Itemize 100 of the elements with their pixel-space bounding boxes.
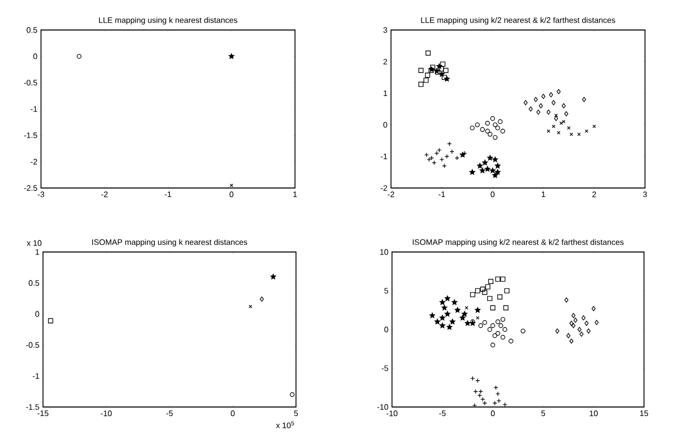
point <box>430 64 436 70</box>
point <box>528 106 533 112</box>
point <box>580 332 584 337</box>
point <box>584 320 589 326</box>
point <box>418 82 424 87</box>
point <box>424 78 429 83</box>
point <box>556 130 560 134</box>
point <box>438 71 445 77</box>
point <box>571 313 576 318</box>
point <box>48 318 54 324</box>
point <box>270 274 276 280</box>
point <box>492 156 498 162</box>
point <box>495 126 500 130</box>
point <box>290 392 295 397</box>
point <box>487 155 493 160</box>
point <box>582 315 586 320</box>
point <box>418 68 424 73</box>
point <box>425 72 430 78</box>
point <box>500 128 506 134</box>
point <box>482 290 488 295</box>
point <box>475 288 480 294</box>
point <box>552 100 556 106</box>
point <box>555 328 560 334</box>
point <box>440 322 446 328</box>
point <box>541 94 546 99</box>
point <box>443 68 448 73</box>
point <box>549 92 554 98</box>
point <box>577 132 581 136</box>
point <box>454 307 460 313</box>
point <box>460 152 466 158</box>
point <box>444 76 450 82</box>
point <box>586 328 591 334</box>
point <box>504 288 510 294</box>
point <box>442 304 448 310</box>
point <box>500 317 506 322</box>
point <box>482 160 488 166</box>
point <box>562 103 566 108</box>
point <box>496 319 500 324</box>
point <box>569 338 574 344</box>
point <box>485 120 490 126</box>
point <box>260 296 264 302</box>
point <box>534 96 538 102</box>
point <box>498 119 503 124</box>
point <box>248 304 252 308</box>
point <box>469 169 476 175</box>
point <box>556 89 561 94</box>
point <box>546 110 550 115</box>
point <box>440 62 446 67</box>
point <box>488 278 494 284</box>
point <box>552 124 556 128</box>
point <box>546 129 550 133</box>
point <box>592 124 596 128</box>
point <box>559 121 563 125</box>
point <box>480 286 486 292</box>
point <box>452 299 458 305</box>
point <box>477 162 483 168</box>
point <box>554 116 558 122</box>
point <box>503 305 508 310</box>
point <box>485 284 490 290</box>
point <box>462 311 468 316</box>
point <box>474 307 481 313</box>
point <box>492 135 498 140</box>
point <box>508 338 514 344</box>
point <box>536 110 540 115</box>
point <box>566 333 570 338</box>
point <box>480 127 485 132</box>
point <box>430 312 436 318</box>
point <box>426 50 431 56</box>
point <box>490 342 496 348</box>
point <box>440 314 446 320</box>
point <box>584 129 588 133</box>
point <box>490 168 496 174</box>
point <box>446 324 452 330</box>
point <box>570 132 574 136</box>
point <box>450 318 456 324</box>
point <box>464 320 470 326</box>
point <box>582 96 586 102</box>
point <box>434 318 440 324</box>
point <box>460 314 466 320</box>
point <box>488 132 492 137</box>
point <box>562 120 566 124</box>
point <box>480 168 486 174</box>
point <box>500 276 506 282</box>
point <box>484 166 490 172</box>
point <box>538 103 543 108</box>
point <box>492 172 498 178</box>
point <box>577 326 582 332</box>
point <box>573 318 578 323</box>
point <box>520 328 526 334</box>
point <box>571 323 576 328</box>
point <box>502 327 508 332</box>
point <box>496 331 500 336</box>
point <box>490 323 496 328</box>
point <box>490 305 496 310</box>
point <box>444 296 450 301</box>
point <box>524 100 528 106</box>
point <box>476 316 480 320</box>
point <box>464 306 468 310</box>
point <box>500 334 506 340</box>
point <box>494 169 501 175</box>
